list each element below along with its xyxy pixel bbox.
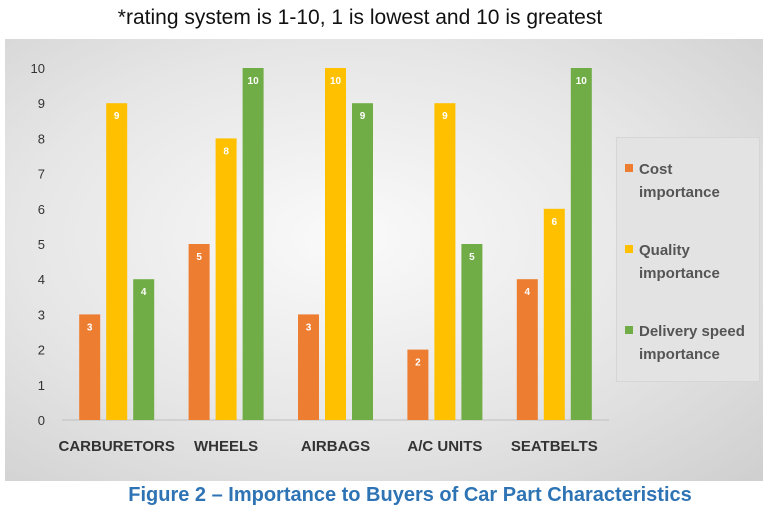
data-label-delivery: 4 (141, 287, 147, 298)
y-tick-label: 5 (38, 237, 45, 252)
bar-quality (325, 68, 346, 420)
y-tick-label: 1 (38, 378, 45, 393)
legend-label-quality: Quality importance (639, 239, 757, 285)
x-tick-label: SEATBELTS (511, 438, 598, 455)
bar-cost (188, 244, 210, 420)
bar-delivery (133, 279, 155, 420)
y-tick-label: 3 (38, 307, 45, 322)
legend-label-quality-line2: importance (639, 265, 720, 282)
legend-label-delivery: Delivery speed importance (639, 320, 757, 366)
legend-label-delivery-line1: Delivery speed (639, 323, 745, 340)
data-label-cost: 2 (415, 358, 421, 369)
legend-label-cost-line2: importance (639, 184, 720, 201)
data-label-cost: 5 (196, 252, 202, 263)
legend-label-delivery-line2: importance (639, 346, 720, 363)
x-tick-label: AIRBAGS (301, 438, 370, 455)
figure-caption: Figure 2 – Importance to Buyers of Car P… (128, 484, 692, 506)
bar-cost (298, 314, 319, 420)
bar-quality (215, 138, 237, 420)
bar-delivery (570, 68, 592, 420)
x-tick-label: A/C UNITS (407, 438, 482, 455)
chart-legend: Cost importance Quality importance Deliv… (616, 137, 760, 382)
bar-quality (434, 103, 456, 420)
legend-swatch-cost (625, 164, 633, 172)
legend-label-cost-line1: Cost (639, 161, 673, 178)
x-tick-label: CARBURETORS (58, 438, 174, 455)
x-tick-label: WHEELS (194, 438, 258, 455)
y-tick-label: 7 (38, 167, 45, 182)
legend-swatch-quality (625, 245, 633, 253)
data-label-quality: 6 (552, 217, 558, 228)
legend-label-quality-line1: Quality (639, 242, 690, 259)
data-label-quality: 9 (442, 111, 448, 122)
data-label-delivery: 10 (576, 76, 588, 87)
data-label-delivery: 9 (360, 111, 366, 122)
y-tick-label: 8 (38, 131, 45, 146)
data-label-cost: 3 (306, 322, 312, 333)
data-label-cost: 4 (525, 287, 531, 298)
bar-cost (79, 314, 101, 420)
data-label-quality: 10 (330, 76, 342, 87)
legend-label-cost: Cost importance (639, 158, 757, 204)
rating-note: *rating system is 1-10, 1 is lowest and … (117, 6, 603, 29)
y-tick-label: 10 (31, 61, 45, 76)
legend-swatch-delivery (625, 326, 633, 334)
y-tick-label: 0 (38, 413, 45, 428)
y-tick-label: 2 (38, 343, 45, 358)
bar-delivery (461, 244, 483, 420)
bar-chart: 0 1 2 3 4 5 6 7 8 9 10 3 9 4 CARBURETORS 5 8 10 WHEELS 3 10 9… (31, 61, 609, 455)
data-label-quality: 9 (114, 111, 120, 122)
bar-quality (543, 208, 565, 420)
data-label-delivery: 10 (248, 76, 260, 87)
bar-cost (516, 279, 538, 420)
y-tick-label: 9 (38, 96, 45, 111)
y-tick-label: 6 (38, 202, 45, 217)
bar-cost (407, 349, 429, 420)
data-label-quality: 8 (223, 146, 229, 157)
bar-delivery (352, 103, 373, 420)
bar-delivery (242, 68, 264, 420)
bar-quality (106, 103, 128, 420)
data-label-delivery: 5 (469, 252, 475, 263)
chart-area: 0 1 2 3 4 5 6 7 8 9 10 3 9 4 CARBURETORS 5 8 10 WHEELS 3 10 9… (5, 39, 763, 481)
y-tick-label: 4 (38, 272, 45, 287)
data-label-cost: 3 (87, 322, 93, 333)
